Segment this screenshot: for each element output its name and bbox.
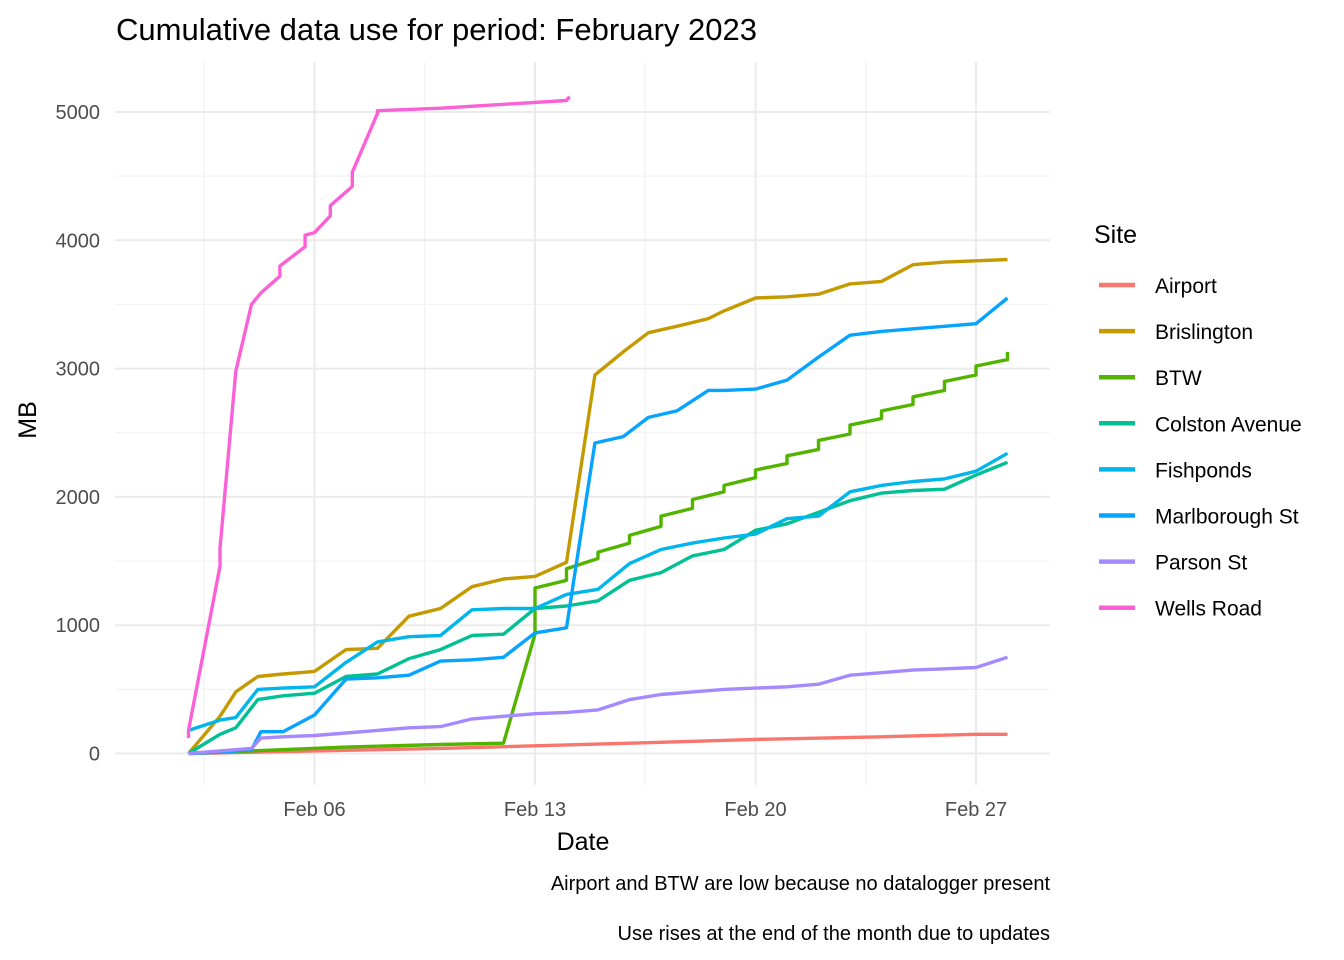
series-line-airport <box>188 732 1008 756</box>
legend-label: Wells Road <box>1155 598 1262 621</box>
caption-line-2: Use rises at the end of the month due to… <box>618 923 1051 945</box>
legend: Site Airport Brislington BTW Colston Avenue… <box>1094 221 1302 621</box>
legend-label: Brislington <box>1155 321 1253 344</box>
x-axis-title: Date <box>557 828 610 856</box>
y-axis-title: MB <box>14 401 42 439</box>
y-axis-ticks: 0 1000 2000 3000 4000 5000 <box>56 102 101 766</box>
legend-label: Airport <box>1155 275 1217 298</box>
series-line-parson-st <box>188 655 1009 756</box>
series-line-colston-avenue <box>187 460 1009 755</box>
x-tick-label: Feb 06 <box>283 799 345 821</box>
series-line-fishponds <box>187 451 1009 733</box>
series-lines <box>186 95 1010 756</box>
grid-lines <box>115 62 1050 785</box>
y-tick-label: 2000 <box>56 487 101 509</box>
legend-label: Parson St <box>1155 552 1247 575</box>
legend-label: BTW <box>1155 367 1202 390</box>
x-axis-ticks: Feb 06 Feb 13 Feb 20 Feb 27 <box>283 799 1007 821</box>
series-line-btw <box>188 351 1010 756</box>
chart-title: Cumulative data use for period: February… <box>116 12 757 47</box>
y-tick-label: 0 <box>89 744 100 766</box>
y-tick-label: 1000 <box>56 615 101 637</box>
legend-label: Colston Avenue <box>1155 413 1302 436</box>
caption-line-1: Airport and BTW are low because no datal… <box>551 873 1051 895</box>
legend-label: Fishponds <box>1155 459 1252 482</box>
series-line-wells-road <box>186 95 571 739</box>
x-tick-label: Feb 27 <box>945 799 1007 821</box>
x-tick-label: Feb 20 <box>724 799 786 821</box>
x-tick-label: Feb 13 <box>504 799 566 821</box>
y-tick-label: 3000 <box>56 359 101 381</box>
series-line-brislington <box>187 257 1008 755</box>
series-line-marlborough-st <box>188 296 1009 756</box>
legend-label: Marlborough St <box>1155 506 1299 529</box>
legend-title: Site <box>1094 221 1137 249</box>
y-tick-label: 5000 <box>56 102 101 124</box>
y-tick-label: 4000 <box>56 230 101 252</box>
